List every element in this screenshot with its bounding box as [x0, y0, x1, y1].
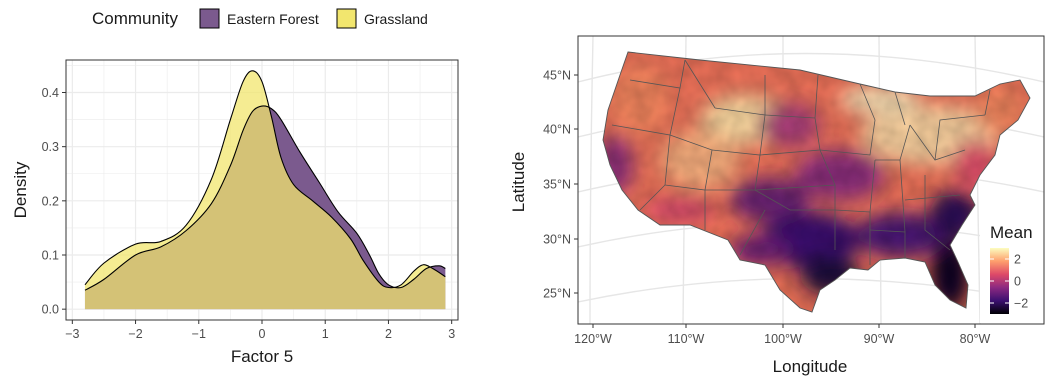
map-axes: 120°W 110°W 100°W 90°W 80°W 25°N 30°N 35°N 40°N 4… — [543, 69, 990, 347]
map-panel-border — [577, 35, 1045, 325]
y-tick-label: 0.4 — [42, 86, 59, 100]
map-x-tick-label: 80°W — [960, 332, 991, 346]
y-tick-label: 0.3 — [42, 140, 59, 154]
map-y-tick-label: 35°N — [543, 178, 571, 192]
x-axis-title: Factor 5 — [231, 347, 293, 366]
colorbar: Mean 2 0 −2 — [980, 213, 1046, 323]
x-tick-label: 2 — [385, 327, 392, 341]
colorbar-tick-label: −2 — [1014, 297, 1028, 311]
density-chart: Community Eastern Forest Grassland −3 −2−… — [11, 8, 459, 366]
colorbar-tick-label: 0 — [1014, 275, 1021, 289]
map-y-tick-label: 45°N — [543, 69, 571, 83]
legend-title: Community — [92, 9, 178, 28]
map-y-axis-title: Latitude — [509, 152, 528, 213]
colorbar-gradient — [990, 248, 1009, 314]
legend-swatch-eastern-forest — [199, 8, 220, 29]
map-x-tick-label: 120°W — [574, 332, 612, 346]
density-area-grassland — [84, 70, 446, 310]
x-tick-label: −1 — [192, 327, 206, 341]
colorbar-ticks: 2 0 −2 — [990, 253, 1028, 311]
y-tick-label: 0.2 — [42, 194, 59, 208]
x-tick-label: 0 — [259, 327, 266, 341]
density-line-eastern-forest — [84, 105, 446, 291]
colorbar-title: Mean — [990, 223, 1033, 242]
map-x-tick-label: 90°W — [864, 332, 895, 346]
y-tick-label: 0.0 — [42, 303, 59, 317]
density-line-grassland — [84, 70, 446, 289]
map-x-tick-label: 100°W — [764, 332, 802, 346]
map-y-tick-label: 40°N — [543, 123, 571, 137]
state-borders — [611, 59, 991, 265]
legend-swatch-grassland — [336, 8, 357, 29]
map-chart: Mean 2 0 −2 120°W 110°W 100°W 90°W 80°W 25°N 30°… — [509, 35, 1046, 376]
map-x-axis-title: Longitude — [773, 357, 848, 376]
density-areas — [84, 70, 446, 310]
legend-label-eastern-forest: Eastern Forest — [227, 11, 319, 27]
y-tick-label: 0.1 — [42, 249, 59, 263]
legend-label-grassland: Grassland — [364, 11, 428, 27]
map-y-tick-label: 25°N — [543, 287, 571, 301]
map-x-tick-label: 110°W — [668, 332, 705, 346]
x-tick-label: 1 — [322, 327, 329, 341]
country-outline — [602, 51, 1031, 313]
x-tick-label: 3 — [448, 327, 455, 341]
map-y-tick-label: 30°N — [543, 233, 571, 247]
y-axis-title: Density — [11, 161, 30, 218]
legend: Community Eastern Forest Grassland — [92, 8, 428, 29]
axes: −3 −2 −1 0 1 2 3 0.0 0.1 0.2 0.3 0.4 — [42, 86, 456, 341]
colorbar-tick-label: 2 — [1014, 253, 1021, 267]
x-tick-label: −2 — [128, 327, 142, 341]
x-tick-label: −3 — [65, 327, 79, 341]
